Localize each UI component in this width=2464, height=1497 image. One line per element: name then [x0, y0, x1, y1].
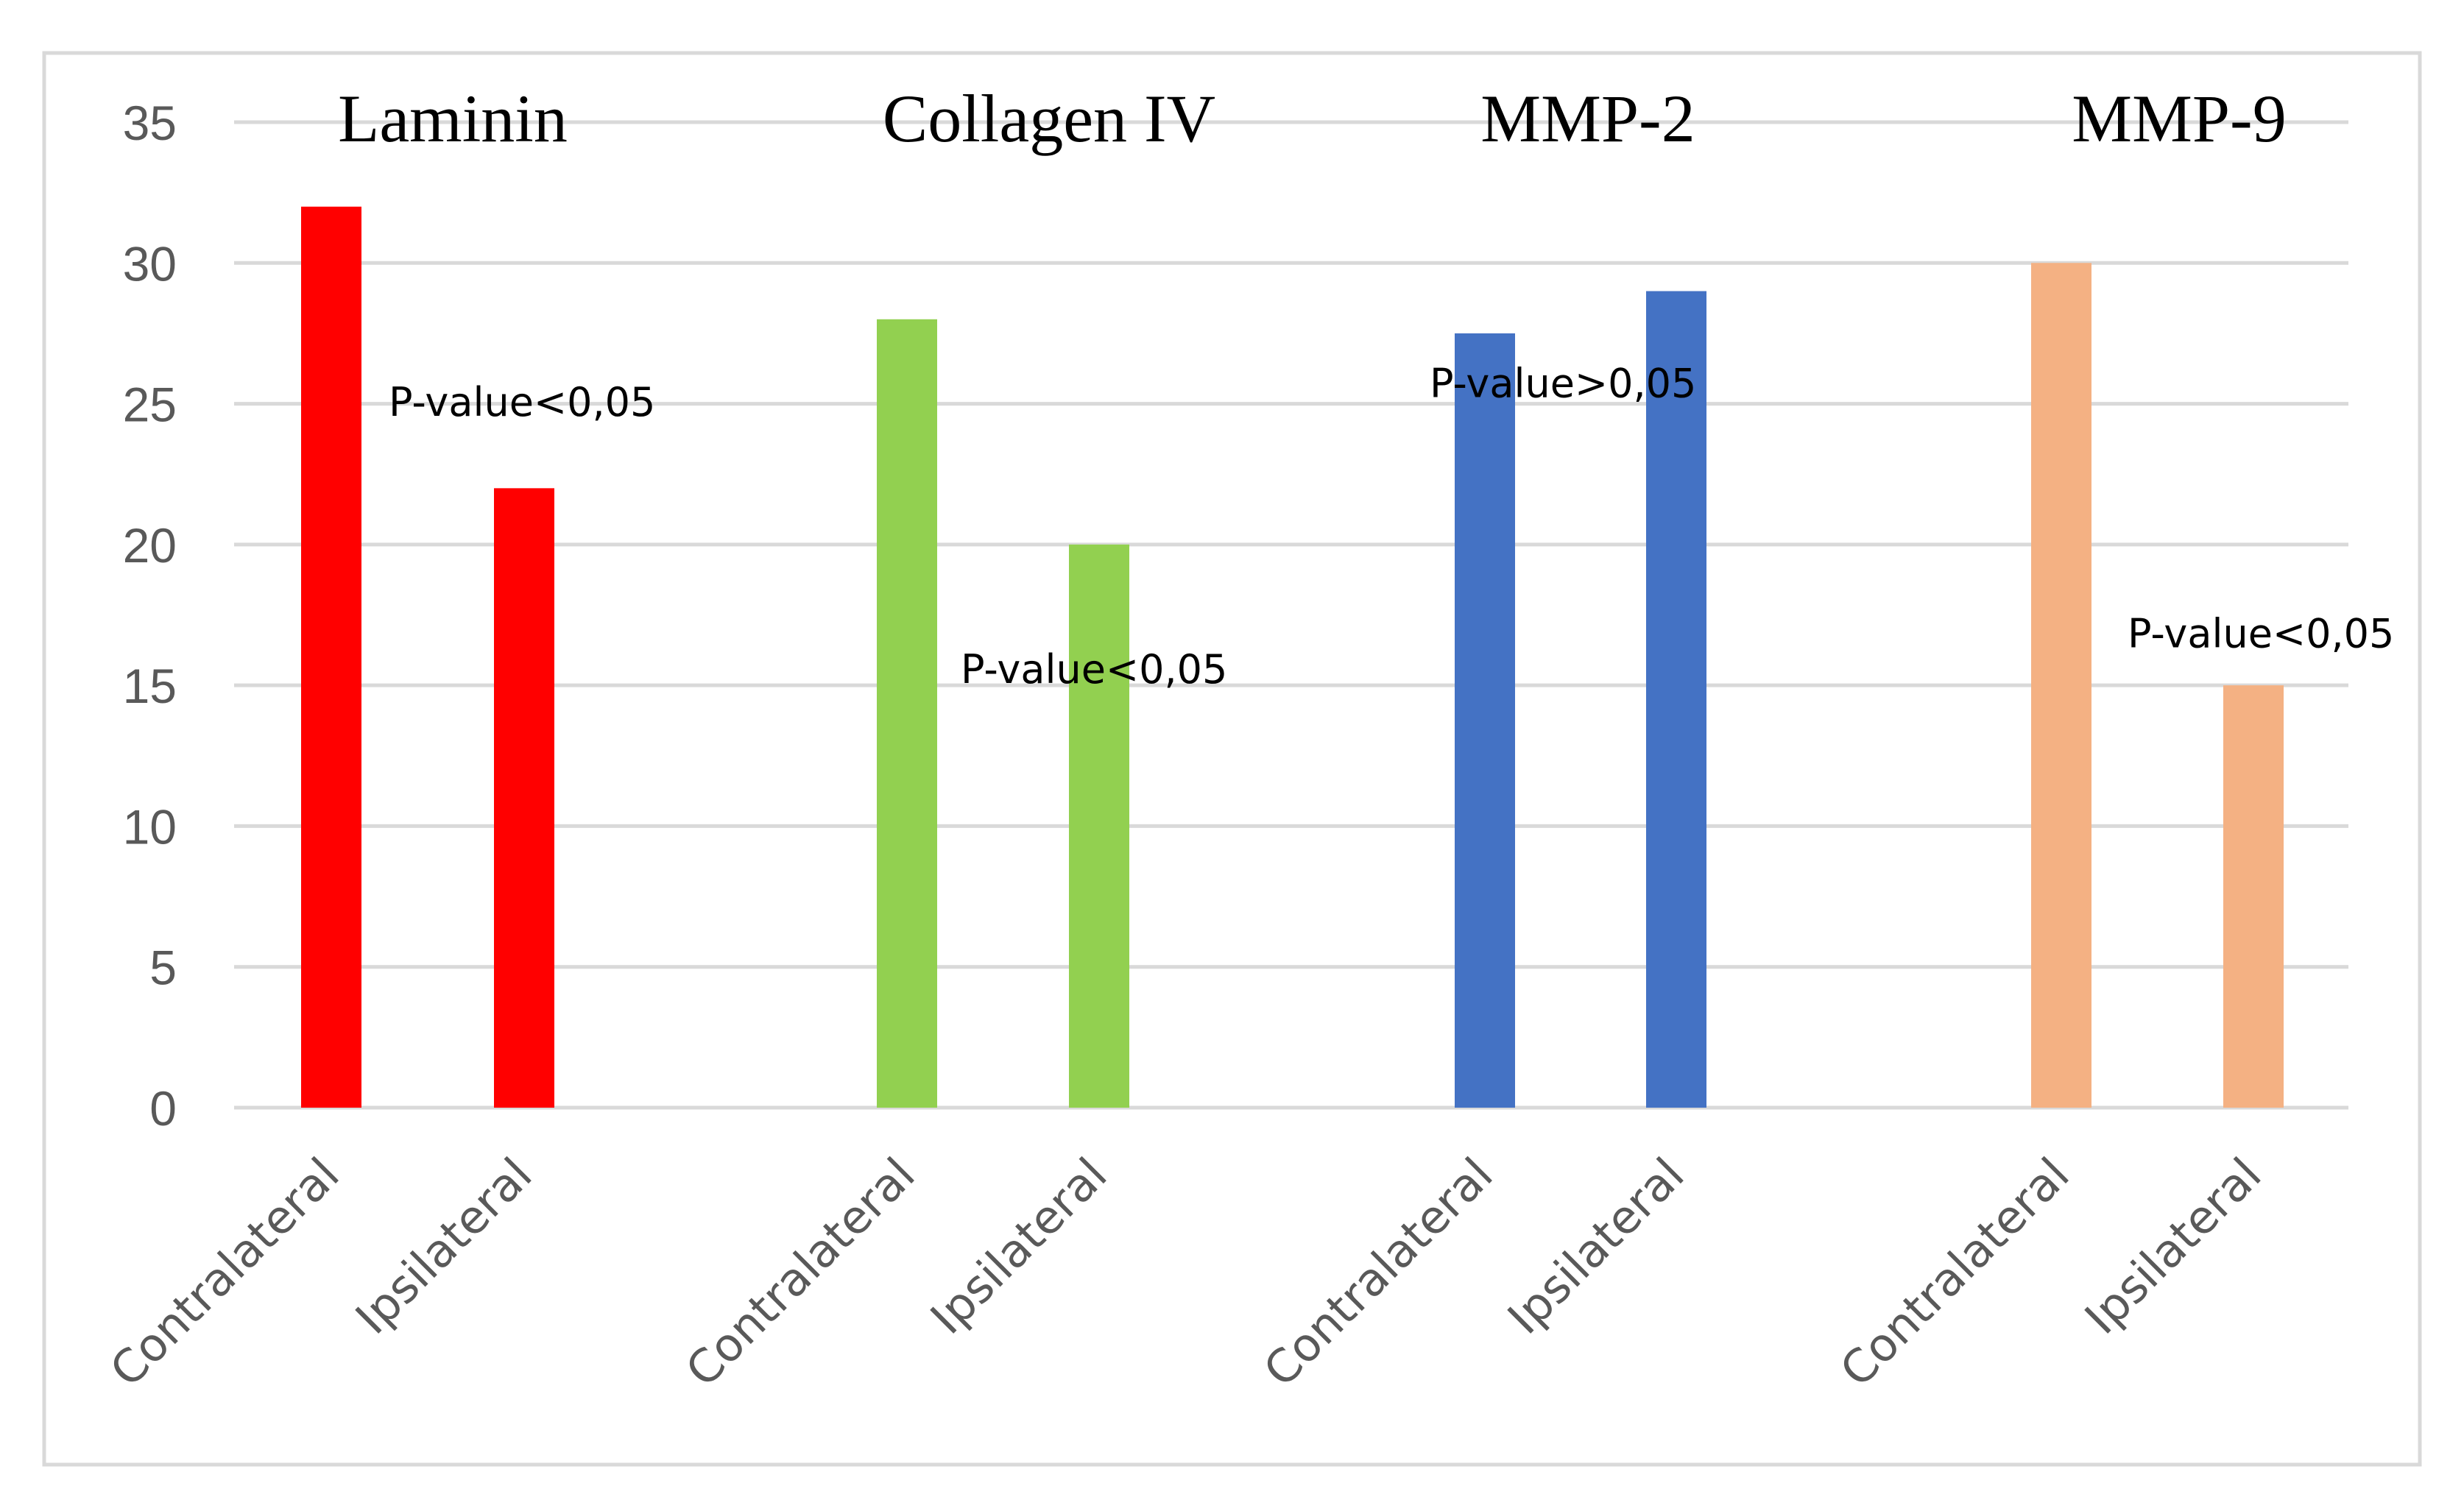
bar-collagen-iv-ipsilateral — [1069, 544, 1129, 1108]
y-tick-label-25: 25 — [123, 378, 177, 432]
panel-title-collagen-iv: Collagen IV — [883, 81, 1215, 156]
bar-collagen-iv-contralateral — [877, 319, 937, 1108]
gridlines — [234, 120, 2348, 1110]
bar-mmp-2-contralateral — [1455, 333, 1515, 1108]
y-tick-label-30: 30 — [123, 236, 177, 291]
bars — [301, 206, 2284, 1108]
chart-frame — [42, 51, 2422, 1467]
p-value-annotation-mmp-9: P-value<0,05 — [2128, 610, 2394, 657]
p-value-annotations: P-value<0,05 P-value<0,05 P-value>0,05 P-va… — [389, 361, 2394, 693]
panel-title-mmp-2: MMP-2 — [1480, 81, 1695, 156]
y-tick-label-5: 5 — [149, 941, 177, 995]
p-value-annotation-collagen-iv: P-value<0,05 — [961, 646, 1227, 693]
panel-title-laminin: Laminin — [338, 81, 568, 156]
y-tick-label-15: 15 — [123, 659, 177, 713]
y-tick-label-0: 0 — [149, 1081, 177, 1136]
y-axis-ticks: 0 5 10 15 20 25 30 35 — [123, 96, 177, 1136]
bar-mmp-9-contralateral — [2031, 263, 2091, 1108]
bar-mmp-2-ipsilateral — [1646, 291, 1706, 1108]
bar-mmp-9-ipsilateral — [2223, 685, 2284, 1108]
bar-laminin-ipsilateral — [494, 488, 554, 1108]
y-tick-label-20: 20 — [123, 518, 177, 573]
y-tick-label-10: 10 — [123, 799, 177, 854]
bar-laminin-contralateral — [301, 206, 361, 1108]
p-value-annotation-laminin: P-value<0,05 — [389, 379, 655, 425]
panel-title-mmp-9: MMP-9 — [2072, 81, 2286, 156]
panel-titles: Laminin Collagen IV MMP-2 MMP-9 — [338, 81, 2287, 156]
p-value-annotation-mmp-2: P-value>0,05 — [1430, 361, 1696, 407]
y-tick-label-35: 35 — [123, 96, 177, 150]
